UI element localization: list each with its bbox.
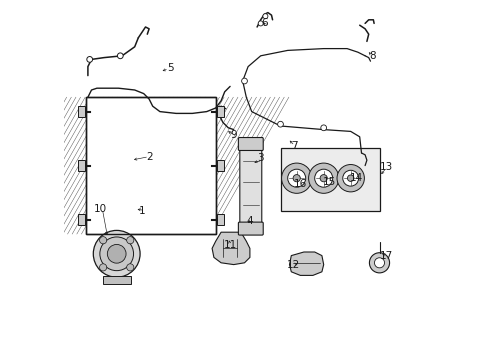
Circle shape (368, 253, 389, 273)
FancyBboxPatch shape (239, 147, 261, 226)
Circle shape (336, 165, 364, 192)
Polygon shape (212, 232, 249, 265)
Bar (86, 97, 215, 234)
Text: 15: 15 (322, 177, 335, 187)
Circle shape (308, 163, 338, 193)
Circle shape (87, 57, 92, 62)
Text: 14: 14 (349, 173, 362, 183)
Text: 17: 17 (379, 251, 392, 261)
Text: 4: 4 (246, 216, 253, 226)
Bar (217, 214, 223, 225)
Text: 12: 12 (286, 260, 299, 270)
Text: 11: 11 (223, 240, 236, 250)
Text: 3: 3 (257, 153, 264, 163)
Circle shape (241, 78, 247, 84)
Circle shape (93, 230, 140, 277)
Circle shape (126, 264, 134, 271)
Text: 13: 13 (379, 162, 392, 172)
Bar (217, 160, 223, 171)
Circle shape (342, 170, 358, 186)
Circle shape (277, 121, 283, 127)
Circle shape (126, 237, 134, 244)
Circle shape (263, 14, 267, 19)
Text: 5: 5 (167, 63, 174, 73)
Bar (280, 148, 379, 211)
Text: 2: 2 (145, 152, 152, 162)
Text: 10: 10 (94, 204, 107, 214)
Polygon shape (289, 252, 323, 275)
Text: 8: 8 (368, 51, 375, 61)
Circle shape (314, 169, 332, 187)
Bar (86, 97, 215, 234)
FancyBboxPatch shape (238, 138, 263, 150)
Bar (217, 106, 223, 117)
Text: 16: 16 (293, 179, 306, 189)
Circle shape (374, 258, 384, 268)
Bar (78, 106, 84, 117)
Circle shape (258, 21, 263, 26)
Bar (78, 214, 84, 225)
Circle shape (100, 237, 106, 244)
Bar (102, 276, 130, 284)
Circle shape (107, 244, 126, 263)
Bar (78, 160, 84, 171)
Circle shape (320, 175, 326, 182)
Circle shape (320, 125, 326, 131)
Circle shape (117, 53, 123, 59)
Circle shape (347, 175, 353, 181)
FancyBboxPatch shape (238, 222, 263, 235)
Circle shape (292, 175, 300, 182)
Text: 1: 1 (138, 206, 145, 216)
Text: 7: 7 (291, 141, 298, 151)
Circle shape (281, 163, 311, 193)
Text: 9: 9 (230, 130, 237, 140)
Circle shape (100, 237, 133, 271)
Circle shape (287, 169, 305, 187)
Circle shape (100, 264, 106, 271)
Text: 6: 6 (261, 18, 267, 28)
